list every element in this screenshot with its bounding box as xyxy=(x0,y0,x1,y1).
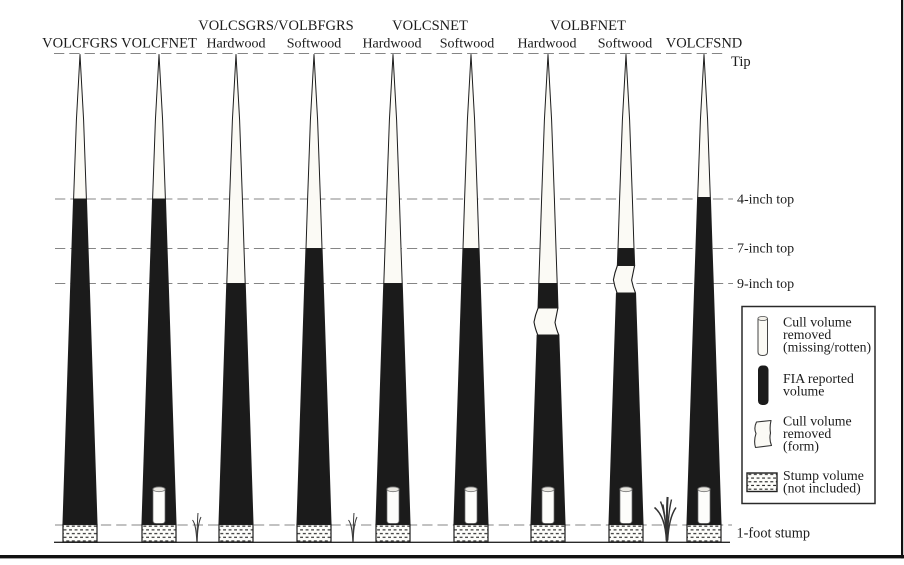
svg-text:(form): (form) xyxy=(783,439,819,455)
svg-text:4-inch top: 4-inch top xyxy=(737,193,794,208)
svg-text:Stump volume: Stump volume xyxy=(783,468,864,483)
svg-text:Softwood: Softwood xyxy=(440,36,494,51)
svg-text:Softwood: Softwood xyxy=(598,36,652,51)
svg-text:(missing/rotten): (missing/rotten) xyxy=(783,340,871,356)
svg-text:VOLCSNET: VOLCSNET xyxy=(392,18,468,34)
svg-text:Hardwood: Hardwood xyxy=(362,36,421,51)
svg-text:VOLCFSND: VOLCFSND xyxy=(666,35,743,51)
svg-text:Cull volume: Cull volume xyxy=(783,315,852,330)
svg-text:9-inch top: 9-inch top xyxy=(737,277,794,292)
svg-text:Cull volume: Cull volume xyxy=(783,414,852,429)
svg-text:Tip: Tip xyxy=(731,54,751,70)
svg-text:Hardwood: Hardwood xyxy=(517,36,576,51)
svg-text:VOLCFNET: VOLCFNET xyxy=(121,35,197,51)
svg-text:Hardwood: Hardwood xyxy=(206,36,265,51)
svg-text:(not included): (not included) xyxy=(783,481,861,497)
svg-text:1-foot stump: 1-foot stump xyxy=(737,526,810,542)
svg-text:VOLCSGRS/VOLBFGRS: VOLCSGRS/VOLBFGRS xyxy=(198,18,354,34)
svg-text:VOLCFGRS: VOLCFGRS xyxy=(42,35,118,51)
svg-text:volume: volume xyxy=(783,384,824,399)
svg-text:FIA reported: FIA reported xyxy=(783,371,854,386)
svg-text:VOLBFNET: VOLBFNET xyxy=(550,18,626,34)
svg-text:removed: removed xyxy=(783,327,831,342)
svg-text:removed: removed xyxy=(783,426,831,441)
svg-text:Softwood: Softwood xyxy=(287,36,341,51)
svg-text:7-inch top: 7-inch top xyxy=(737,242,794,257)
